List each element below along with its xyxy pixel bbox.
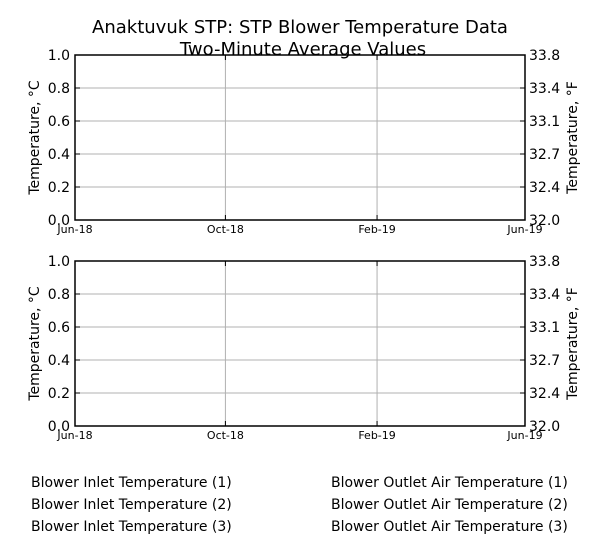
legend-entry-left-1: Blower Inlet Temperature (1)	[31, 475, 232, 491]
legend-entry-left-2: Blower Inlet Temperature (2)	[31, 497, 232, 513]
y-axis-title-right: Temperature, °F	[565, 81, 581, 195]
y-tick-label-right: 32.7	[529, 147, 560, 163]
y-tick-label-left: 0.4	[48, 353, 70, 369]
legend-entry-right-2: Blower Outlet Air Temperature (2)	[331, 497, 568, 513]
y-axis-title-left: Temperature, °C	[27, 80, 43, 196]
y-tick-label-right: 33.4	[529, 81, 560, 97]
top-panel: 0.0 32.0 0.2 32.4 0.4 32.7 0.6 33.1 0.8 33.4 1.0 33…	[27, 48, 581, 236]
legend: Blower Inlet Temperature (1) Blower Inle…	[31, 475, 568, 535]
y-tick-label-right: 33.4	[529, 287, 560, 303]
chart-title-line-1: Anaktuvuk STP: STP Blower Temperature Da…	[92, 17, 508, 38]
y-tick-label-left: 0.8	[48, 287, 70, 303]
y-tick-label-right: 32.4	[529, 386, 560, 402]
legend-entry-left-3: Blower Inlet Temperature (3)	[31, 519, 232, 535]
y-tick-label-left: 0.2	[48, 386, 70, 402]
y-tick-label-left: 1.0	[48, 254, 70, 270]
y-tick-label-left: 0.2	[48, 180, 70, 196]
y-tick-label-right: 33.8	[529, 254, 560, 270]
y-tick-label-left: 0.0	[48, 419, 70, 435]
y-tick-label-right: 32.4	[529, 180, 560, 196]
y-tick-label-right: 32.0	[529, 213, 560, 229]
x-tick-label: Oct-18	[207, 223, 244, 236]
y-tick-label-right: 32.0	[529, 419, 560, 435]
y-tick-label-left: 0.8	[48, 81, 70, 97]
y-tick-label-left: 0.6	[48, 320, 70, 336]
x-tick-label: Jun-19	[506, 223, 542, 236]
plot-frame	[74, 260, 526, 427]
y-tick-label-right: 32.7	[529, 353, 560, 369]
y-tick-label-left: 0.0	[48, 213, 70, 229]
legend-entry-right-1: Blower Outlet Air Temperature (1)	[331, 475, 568, 491]
y-tick-label-left: 0.4	[48, 147, 70, 163]
x-tick-label: Jun-18	[56, 223, 92, 236]
x-tick-label: Feb-19	[358, 429, 395, 442]
legend-entry-right-3: Blower Outlet Air Temperature (3)	[331, 519, 568, 535]
x-tick-label: Jun-19	[506, 429, 542, 442]
y-tick-label-right: 33.8	[529, 48, 560, 64]
x-tick-label: Oct-18	[207, 429, 244, 442]
y-axis-title-right: Temperature, °F	[565, 287, 581, 401]
y-tick-label-right: 33.1	[529, 114, 560, 130]
y-tick-label-left: 1.0	[48, 48, 70, 64]
x-tick-label: Jun-18	[56, 429, 92, 442]
y-tick-label-right: 33.1	[529, 320, 560, 336]
bottom-panel: 0.0 32.0 0.2 32.4 0.4 32.7 0.6 33.1 0.8 33.4 1.0 33…	[27, 254, 581, 442]
plot-frame	[74, 54, 526, 221]
y-tick-label-left: 0.6	[48, 114, 70, 130]
y-axis-title-left: Temperature, °C	[27, 286, 43, 402]
x-tick-label: Feb-19	[358, 223, 395, 236]
chart-title-line-2: Two-Minute Average Values	[179, 39, 426, 60]
